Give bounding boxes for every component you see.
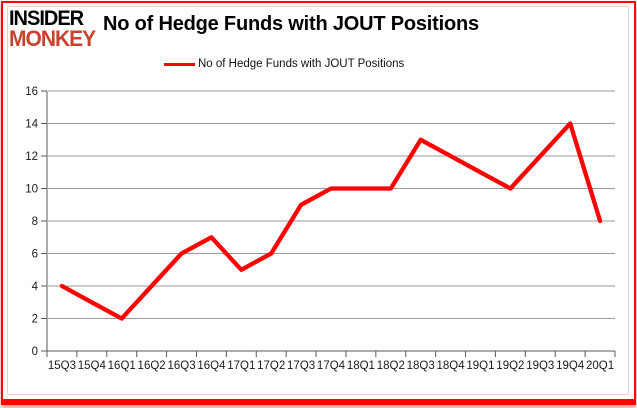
legend: No of Hedge Funds with JOUT Positions [164, 56, 404, 72]
x-tick-label: 17Q4 [317, 360, 346, 372]
x-tick-label: 17Q2 [257, 360, 285, 372]
y-tick-label: 6 [32, 249, 38, 261]
y-tick-label: 10 [25, 184, 38, 196]
x-tick-label: 19Q2 [496, 360, 524, 372]
x-tick-label: 19Q4 [556, 360, 585, 372]
logo-text-insider: INSIDER [9, 6, 84, 31]
x-tick-label: 16Q4 [197, 360, 226, 372]
y-tick-label: 14 [25, 119, 38, 131]
x-tick-label: 19Q1 [466, 360, 494, 372]
y-tick-label: 0 [32, 346, 38, 358]
x-tick-label: 18Q4 [437, 360, 466, 372]
chart-title: No of Hedge Funds with JOUT Positions [103, 13, 479, 35]
x-tick-label: 18Q3 [407, 360, 435, 372]
x-tick-label: 16Q1 [108, 360, 136, 372]
legend-label: No of Hedge Funds with JOUT Positions [198, 58, 405, 70]
x-tick-label: 16Q2 [138, 360, 166, 372]
chart-outer-frame [7, 6, 629, 395]
x-tick-label: 18Q2 [377, 360, 405, 372]
y-tick-label: 16 [25, 86, 38, 98]
x-tick-label: 16Q3 [167, 360, 195, 372]
series-line [59, 121, 603, 321]
x-tick-label: 20Q1 [586, 360, 614, 372]
y-tick-label: 8 [32, 216, 38, 228]
x-tick-label: 18Q1 [347, 360, 375, 372]
x-tick-label: 17Q3 [287, 360, 315, 372]
x-tick-label: 15Q4 [78, 360, 107, 372]
x-tick-label: 19Q3 [526, 360, 554, 372]
y-tick-label: 12 [25, 151, 38, 163]
x-tick-label: 17Q1 [227, 360, 255, 372]
insider-monkey-logo[interactable]: INSIDER MONKEY [9, 6, 96, 52]
logo-text-monkey: MONKEY [9, 26, 96, 52]
y-tick-label: 4 [32, 281, 39, 293]
y-tick-label: 2 [32, 314, 38, 326]
x-tick-label: 15Q3 [48, 360, 76, 372]
legend-line-swatch [164, 62, 195, 66]
